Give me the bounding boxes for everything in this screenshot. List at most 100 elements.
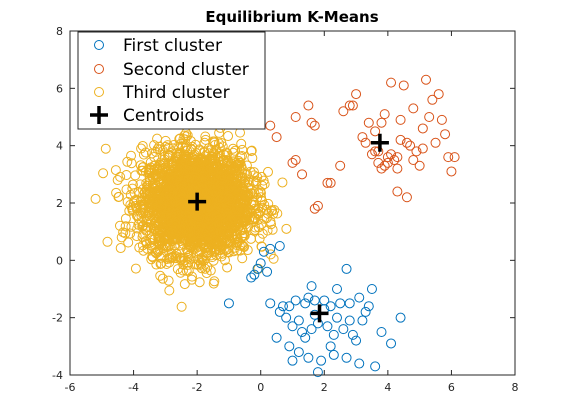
- third-cluster-point: [149, 189, 160, 200]
- centroid-marker: [310, 304, 329, 323]
- third-cluster-point: [152, 172, 163, 183]
- second-cluster-point: [271, 132, 282, 143]
- centroid-marker: [188, 192, 207, 211]
- second-cluster-point: [395, 134, 406, 145]
- third-cluster-point: [200, 263, 211, 274]
- second-cluster-point: [335, 160, 346, 171]
- legend-marker-second-cluster: [94, 64, 104, 74]
- third-cluster-point: [137, 204, 148, 215]
- third-cluster-point: [189, 172, 200, 183]
- third-cluster-point: [194, 144, 205, 155]
- third-cluster-point: [164, 285, 175, 296]
- x-tick-label: 0: [257, 381, 264, 394]
- third-cluster-point: [130, 263, 141, 274]
- second-cluster-point: [357, 132, 368, 143]
- third-cluster-point: [197, 211, 208, 222]
- third-cluster-point: [146, 233, 157, 244]
- legend-marker-centroids: [90, 106, 108, 124]
- second-cluster-point: [424, 112, 435, 122]
- chart-title: Equilibrium K-Means: [205, 8, 378, 26]
- second-cluster-point: [401, 137, 412, 148]
- third-cluster-point: [161, 259, 172, 269]
- third-cluster-point: [152, 211, 162, 222]
- third-cluster-point: [124, 205, 135, 216]
- third-cluster-point: [185, 242, 196, 253]
- second-cluster-point: [344, 100, 355, 111]
- third-cluster-point: [181, 131, 192, 142]
- second-cluster-point: [322, 177, 333, 188]
- third-cluster-point: [173, 141, 184, 152]
- second-cluster-point: [408, 103, 419, 114]
- y-axis-ticks: -4 -2 0 2 4 6 8: [52, 25, 515, 382]
- third-cluster-point: [145, 164, 156, 175]
- first-cluster-point: [255, 258, 266, 269]
- second-cluster-point: [389, 155, 400, 165]
- third-cluster-point: [190, 164, 201, 175]
- third-cluster-point: [146, 210, 157, 221]
- third-cluster-point: [257, 228, 268, 239]
- legend: First cluster Second cluster Third clust…: [77, 31, 266, 130]
- third-cluster-point: [110, 165, 121, 176]
- y-tick-label: 2: [56, 197, 63, 210]
- third-cluster-point: [228, 212, 239, 223]
- third-cluster-point: [154, 187, 165, 198]
- third-cluster-point: [239, 178, 250, 189]
- first-cluster-point: [376, 327, 387, 337]
- second-cluster-point: [421, 74, 431, 85]
- third-cluster-point: [242, 206, 253, 217]
- legend-item-first-cluster: First cluster: [94, 36, 222, 56]
- third-cluster-point: [155, 157, 166, 168]
- third-cluster-point: [150, 181, 161, 192]
- third-cluster-point: [187, 271, 198, 282]
- third-cluster-point: [163, 151, 174, 162]
- y-tick-label: 8: [56, 25, 63, 38]
- third-cluster-point: [235, 206, 246, 217]
- y-tick-label: -2: [52, 312, 63, 325]
- third-cluster-point: [116, 232, 127, 243]
- third-cluster-point: [177, 216, 188, 227]
- first-cluster-point: [287, 321, 298, 332]
- first-cluster-point: [274, 306, 285, 317]
- third-cluster-point: [206, 220, 217, 231]
- third-cluster-point: [248, 214, 259, 225]
- x-tick-label: 2: [321, 381, 328, 394]
- third-cluster-point: [176, 301, 187, 312]
- third-cluster-point: [170, 216, 181, 227]
- third-cluster-point: [137, 140, 148, 151]
- legend-label-second-cluster: Second cluster: [123, 60, 249, 80]
- first-cluster-point: [312, 367, 323, 378]
- third-cluster-point: [277, 177, 288, 188]
- first-cluster-point: [293, 347, 304, 358]
- first-cluster-point: [325, 341, 336, 352]
- third-cluster-point: [183, 177, 194, 188]
- third-cluster-point: [200, 173, 211, 184]
- third-cluster-point: [153, 208, 164, 219]
- first-cluster-point: [322, 321, 333, 332]
- second-cluster-point: [392, 163, 403, 174]
- third-cluster-point: [236, 231, 247, 242]
- third-cluster-point: [235, 209, 246, 220]
- third-cluster-point: [247, 153, 258, 164]
- third-cluster-point: [161, 180, 172, 191]
- third-cluster-point: [138, 220, 149, 231]
- second-cluster-point: [325, 177, 336, 188]
- third-cluster-point: [253, 187, 264, 198]
- third-cluster-point: [257, 202, 268, 213]
- second-cluster-point: [395, 114, 406, 125]
- x-tick-label: 4: [384, 381, 391, 394]
- third-cluster-point: [182, 130, 193, 141]
- third-cluster-point: [115, 243, 126, 254]
- third-cluster-point: [162, 193, 173, 203]
- first-cluster-point: [293, 315, 304, 326]
- first-cluster-point: [363, 301, 374, 312]
- first-cluster-point: [316, 355, 327, 366]
- third-cluster-point: [157, 170, 168, 181]
- third-cluster-point: [135, 160, 146, 171]
- second-cluster-point: [440, 129, 451, 140]
- third-cluster-point: [268, 253, 279, 264]
- second-cluster-point: [392, 152, 403, 163]
- x-tick-label: -4: [128, 381, 139, 394]
- third-cluster-point: [123, 237, 134, 248]
- second-cluster-point: [414, 160, 425, 171]
- third-cluster-point: [184, 164, 195, 175]
